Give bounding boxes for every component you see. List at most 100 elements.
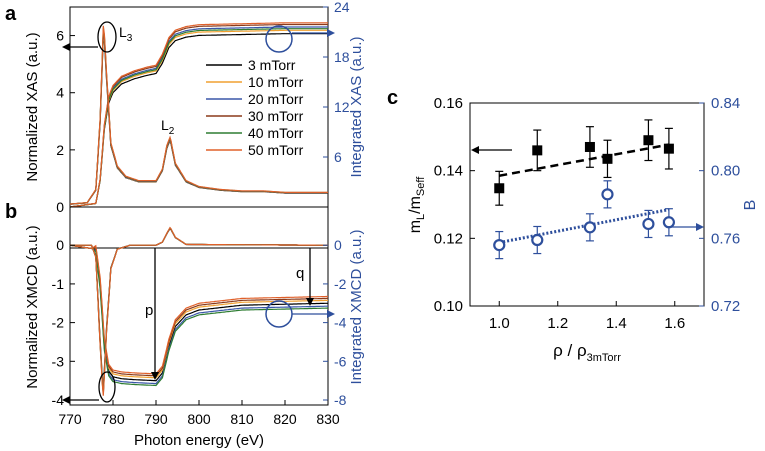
panel-c-axes: 1.0 1.2 1.4 1.6 0.10 0.12 0.14 0.16 0.72 0.76 0.80…	[434, 95, 740, 332]
panel-b-ylabel-right: Integrated XMCD (a.u.)	[348, 229, 365, 384]
b-ytick-label: -1	[52, 276, 65, 292]
panel-a-ylabel-right: Integrated XAS (a.u.)	[348, 37, 365, 178]
c-ytick-right-label: 0.80	[711, 163, 740, 180]
panel-b-right-axis: -8 -6 -4 -2 0	[323, 237, 347, 408]
panel-b-xlabel: Photon energy (eV)	[134, 432, 264, 449]
panel-label-b: b	[5, 201, 17, 223]
panel-a-left-axis: 0 2 4 6	[56, 28, 75, 215]
data-point-square	[532, 145, 543, 156]
a-ytick-label: 2	[56, 142, 64, 158]
b-ytick-label: -4	[52, 392, 65, 408]
left-series-arrowhead	[471, 146, 479, 154]
data-point-square	[584, 141, 595, 152]
legend-label-0: 3 mTorr	[248, 57, 296, 73]
c-ytick-label: 0.10	[434, 298, 463, 315]
legend-label-4: 40 mTorr	[248, 125, 304, 141]
right-axis-arrowhead-b	[327, 310, 335, 318]
data-point-square	[494, 183, 505, 194]
panel-b: -4 -3 -2 -1 0 -8 -6 -4 -2 0 770 780 790 800 810 820 83…	[24, 206, 365, 449]
a-ytick-right-label: 24	[334, 0, 350, 15]
integrated-xmcd-4	[69, 244, 328, 387]
xas-5	[69, 25, 328, 205]
integrated-xmcd-5	[69, 244, 328, 375]
a-ytick-right-label: 6	[334, 149, 342, 165]
c-xtick-label: 1.4	[606, 315, 627, 332]
panel-b-curves	[69, 226, 328, 396]
panel-c-xlabel: ρ / ρ3mTorr	[553, 341, 621, 364]
panel-c-ylabel-right: B	[742, 200, 759, 211]
c-ytick-right-label: 0.84	[711, 95, 740, 112]
panel-a-right-axis: 6 12 18 24	[323, 0, 350, 165]
data-point-square	[663, 143, 674, 154]
a-ytick-label: 6	[56, 28, 64, 44]
data-point-circle	[493, 239, 506, 252]
data-point-circle	[642, 217, 655, 231]
b-xtick-label: 800	[187, 411, 211, 427]
l3-peak-marker	[97, 21, 117, 53]
c-xtick-label: 1.2	[547, 315, 568, 332]
panel-c-frame	[469, 102, 705, 307]
integrated-xas-4	[69, 28, 328, 208]
b-xtick-label: 820	[273, 411, 297, 427]
panel-a-ylabel: Normalized XAS (a.u.)	[24, 32, 41, 181]
c-xtick-label: 1.0	[489, 315, 510, 332]
integrated-xas-5	[69, 22, 328, 208]
legend-label-5: 50 mTorr	[248, 142, 304, 158]
b-xtick-label: 770	[58, 411, 82, 427]
legend-label-3: 30 mTorr	[248, 108, 304, 124]
data-point-circle	[531, 233, 544, 247]
legend-label-2: 20 mTorr	[248, 91, 304, 107]
b-xtick-label: 790	[144, 411, 168, 427]
right-series-arrowhead	[696, 223, 704, 231]
b-ytick-right-label: -4	[334, 315, 347, 331]
integrated-xmcd-1	[69, 244, 328, 379]
fit-line-0	[499, 143, 670, 177]
panel-a-curves	[69, 22, 328, 208]
c-ytick-label: 0.14	[434, 163, 463, 180]
c-xtick-label: 1.6	[664, 315, 685, 332]
panel-b-ylabel: Normalized XMCD (a.u.)	[24, 225, 41, 388]
b-xtick-label: 830	[316, 411, 340, 427]
q-label: q	[296, 265, 304, 282]
p-arrowhead	[151, 372, 159, 380]
integrated-xas-0	[69, 33, 328, 208]
q-arrowhead	[306, 298, 314, 306]
b-ytick-label: 0	[56, 237, 64, 253]
panel-c: 1.0 1.2 1.4 1.6 0.10 0.12 0.14 0.16 0.72 0.76 0.80…	[407, 95, 759, 364]
a-ytick-label: 4	[56, 85, 64, 101]
b-ytick-right-label: -6	[334, 353, 347, 369]
data-point-circle	[601, 188, 614, 201]
l3-annotation: L3	[119, 24, 133, 44]
left-axis-arrowhead-b	[62, 396, 70, 404]
panel-c-plot	[493, 119, 676, 260]
b-ytick-right-label: 0	[334, 237, 342, 253]
fit-line-1	[498, 208, 670, 245]
panel-label-c: c	[387, 87, 398, 109]
panel-label-a: a	[5, 3, 17, 25]
panel-b-left-axis: -4 -3 -2 -1 0	[52, 237, 75, 408]
integrated-xmcd-2	[69, 244, 328, 385]
left-axis-arrowhead-a	[62, 43, 70, 51]
c-ytick-label: 0.16	[434, 95, 463, 112]
b-ytick-label: -3	[52, 353, 65, 369]
panel-b-x-axis: 770 780 790 800 810 820 830	[58, 400, 340, 427]
right-axis-arrowhead-a	[327, 29, 335, 37]
data-point-circle	[662, 216, 676, 229]
data-point-square	[643, 135, 654, 146]
b-xtick-label: 780	[101, 411, 125, 427]
a-ytick-right-label: 18	[334, 49, 350, 65]
data-point-circle	[583, 221, 597, 234]
c-ytick-label: 0.12	[434, 230, 463, 247]
c-ytick-right-label: 0.72	[711, 298, 740, 315]
b-xtick-label: 810	[230, 411, 254, 427]
b-ytick-right-label: -2	[334, 276, 347, 292]
legend-label-1: 10 mTorr	[248, 74, 304, 90]
b-ytick-label: -2	[52, 315, 65, 331]
integrated-xmcd-3	[69, 244, 328, 377]
right-axis-circle-a	[265, 25, 293, 53]
b-ytick-right-label: -8	[334, 392, 347, 408]
panel-c-ylabel: mL/mSeff	[407, 176, 427, 234]
